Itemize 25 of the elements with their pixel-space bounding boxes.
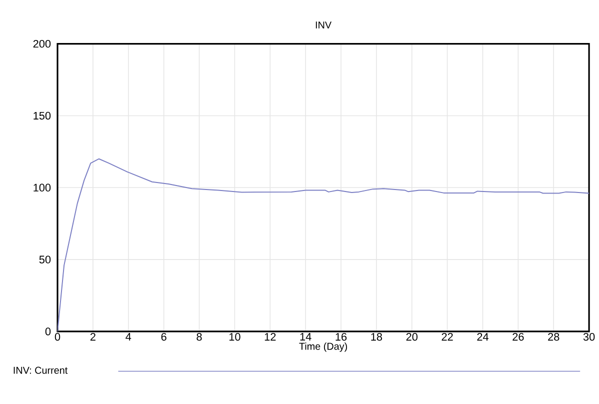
x-tick-label: 22 [442, 332, 453, 341]
y-tick-label: 0 [45, 328, 51, 336]
x-tick-label: 4 [126, 332, 132, 340]
x-tick-label: 0 [54, 332, 60, 341]
x-tick-label: 28 [548, 332, 560, 341]
x-tick-label: 10 [229, 332, 240, 341]
x-tick-label: 18 [371, 332, 382, 341]
y-tick-label: 150 [34, 112, 51, 120]
x-axis-title: Time (Day) [299, 342, 347, 352]
y-tick-label: 200 [33, 40, 51, 48]
x-tick-label: 14 [300, 332, 312, 340]
x-tick-label: 16 [336, 332, 347, 341]
text: INV: Current [14, 366, 68, 374]
chart-title: INV [316, 22, 332, 28]
x-tick-label: 12 [264, 332, 276, 341]
x-tick-label: 26 [512, 332, 524, 341]
y-tick-label: 50 [39, 256, 51, 264]
x-tick-label: 6 [161, 332, 166, 341]
line-series [58, 158, 590, 332]
x-tick-label: 8 [196, 332, 202, 341]
x-tick-label: 30 [583, 332, 595, 341]
x-tick-label: 20 [406, 332, 418, 341]
x-tick-label: 2 [90, 332, 96, 341]
x-tick-label: 24 [477, 332, 488, 341]
y-tick-label: 100 [34, 184, 51, 192]
